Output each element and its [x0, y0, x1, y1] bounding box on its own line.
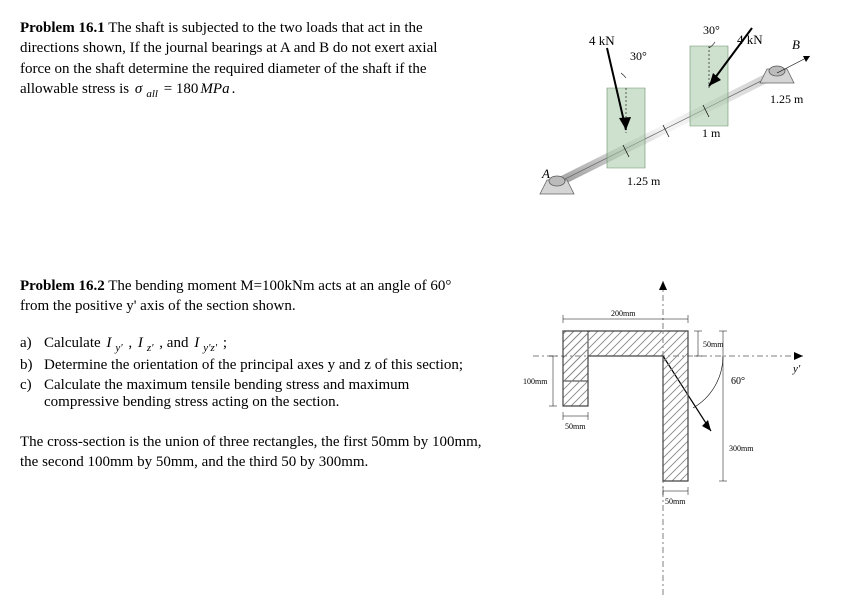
label-30-right: 30°: [703, 23, 720, 37]
dim-100-left: 100mm: [523, 377, 548, 386]
dim-200: 200mm: [611, 309, 636, 318]
item-b: b) Determine the orientation of the prin…: [20, 357, 483, 374]
label-b: B: [792, 37, 800, 52]
dim-50-bottom: 50mm: [665, 497, 686, 506]
angle-60: 60°: [731, 376, 745, 387]
dim-1m: 1 m: [702, 126, 721, 140]
semi: ;: [219, 335, 227, 351]
sigma-sub: all: [144, 88, 160, 100]
problem-2-block: Problem 16.2 The bending moment M=100kNm…: [20, 276, 836, 611]
problem-2-title: Problem 16.2: [20, 278, 105, 294]
I3: I: [192, 335, 201, 351]
problem-1-paragraph: Problem 16.1 The shaft is subjected to t…: [20, 18, 459, 102]
item-c-marker: c): [20, 377, 44, 411]
I3sub: y'z': [201, 342, 219, 354]
and-text: , and: [156, 335, 193, 351]
label-30-left: 30°: [630, 49, 647, 63]
axis-y-label: y': [792, 363, 801, 375]
dim-125-left: 1.25 m: [627, 174, 661, 188]
I2: I: [136, 335, 145, 351]
label-4kn-right: 4 kN: [737, 32, 763, 47]
problem-2-footer: The cross-section is the union of three …: [20, 432, 483, 473]
cross-section-diagram: y' 60° 200mm: [493, 276, 813, 606]
item-c: c) Calculate the maximum tensile bending…: [20, 377, 483, 411]
problem-2-intro: Problem 16.2 The bending moment M=100kNm…: [20, 276, 483, 317]
dim-300: 300mm: [729, 444, 754, 453]
bearing-b: [760, 66, 794, 83]
problem-1-text: Problem 16.1 The shaft is subjected to t…: [20, 18, 469, 218]
dim-125-right: 1.25 m: [770, 92, 804, 106]
dim-50-left: 50mm: [565, 422, 586, 431]
item-a-content: Calculate Iy' , Iz' , and Iy'z' ;: [44, 335, 483, 354]
sigma-symbol: σ: [133, 81, 144, 97]
problem-2-figure: y' 60° 200mm: [493, 276, 836, 611]
problem-2-text: Problem 16.2 The bending moment M=100kNm…: [20, 276, 493, 611]
problem-1-title: Problem 16.1: [20, 20, 105, 36]
item-a-marker: a): [20, 335, 44, 354]
item-b-marker: b): [20, 357, 44, 374]
label-4kn-left: 4 kN: [589, 33, 615, 48]
I2sub: z': [145, 342, 156, 354]
section-outline: [563, 331, 688, 481]
equals-value: = 180: [164, 81, 199, 97]
dim-50-right: 50mm: [703, 340, 724, 349]
calculate-text: Calculate: [44, 335, 104, 351]
problem-1-figure: 4 kN 30° 30° 4 kN B 1.25 m 1 m 1.25 m A: [469, 18, 836, 218]
comma1: ,: [125, 335, 136, 351]
shaft-diagram: 4 kN 30° 30° 4 kN B 1.25 m 1 m 1.25 m A: [487, 18, 817, 218]
item-b-content: Determine the orientation of the princip…: [44, 357, 483, 374]
unit-mpa: MPa: [198, 81, 231, 97]
item-c-content: Calculate the maximum tensile bending st…: [44, 377, 483, 411]
label-a: A: [541, 166, 550, 181]
I1sub: y': [113, 342, 124, 354]
period: .: [232, 81, 236, 97]
item-a: a) Calculate Iy' , Iz' , and Iy'z' ;: [20, 335, 483, 354]
problem-1-block: Problem 16.1 The shaft is subjected to t…: [20, 18, 836, 218]
